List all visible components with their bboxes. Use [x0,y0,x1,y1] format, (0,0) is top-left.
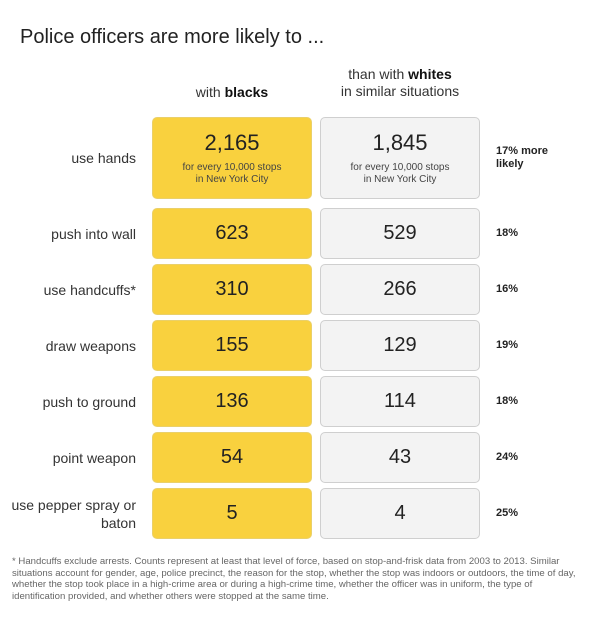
whites-value: 43 [388,446,412,468]
row-label: point weapon [52,449,136,466]
percent-difference: 25% [496,507,519,519]
blacks-value: 2,165 [204,130,260,155]
whites-value-cell: 1,845 for every 10,000 stops in New York C… [320,117,480,199]
percent-difference: 16% [496,283,519,295]
whites-value-cell: 266 [320,264,480,315]
blacks-value: 623 [215,222,249,244]
blacks-value-cell: 5 [152,488,312,539]
whites-value-cell: 529 [320,208,480,259]
blacks-value-cell: 2,165 for every 10,000 stops in New York C… [152,117,312,199]
table-row: draw weapons 155 129 19% [0,320,594,371]
row-label: push into wall [51,225,136,242]
blacks-sub-line1: for every 10,000 stops [182,162,282,173]
whites-value: 266 [383,278,417,300]
column-header-blacks: with blacks [152,84,312,101]
percent-difference: 19% [496,339,519,351]
blacks-value-cell: 155 [152,320,312,371]
footnote: * Handcuffs exclude arrests. Counts repr… [12,556,576,602]
blacks-sub-line2: in New York City [195,174,269,185]
blacks-value: 136 [215,390,249,412]
blacks-value-cell: 623 [152,208,312,259]
row-label: use hands [71,150,136,166]
whites-value: 114 [384,390,416,412]
column-header-whites-bold: whites [408,66,452,82]
row-label: use pepper spray or baton [11,496,136,531]
blacks-value: 5 [226,502,238,524]
whites-sub-line2: in New York City [363,174,437,185]
whites-value-cell: 129 [320,320,480,371]
blacks-value: 54 [220,446,244,468]
column-header-blacks-prefix: with [195,84,225,100]
blacks-value: 310 [215,278,249,300]
whites-value: 4 [394,502,406,524]
table-row: use handcuffs* 310 266 16% [0,264,594,315]
whites-value-cell: 4 [320,488,480,539]
row-label: draw weapons [45,337,136,354]
whites-value-cell: 114 [320,376,480,427]
table-row: use pepper spray or baton 5 4 25% [0,488,594,539]
blacks-value-cell: 136 [152,376,312,427]
column-header-whites: than with whites in similar situations [320,66,480,100]
blacks-value-cell: 310 [152,264,312,315]
percent-difference: 18% [496,227,519,239]
chart-title: Police officers are more likely to ... [20,26,325,48]
whites-value: 129 [383,334,417,356]
column-header-whites-line2: in similar situations [340,83,460,99]
percent-difference: 24% [496,451,519,463]
whites-value: 529 [383,222,417,244]
row-label: use handcuffs* [43,281,136,298]
column-header-blacks-bold: blacks [224,84,269,100]
table-row: use hands 2,165 for every 10,000 stops in N… [0,117,594,199]
row-label: push to ground [42,393,136,410]
blacks-value: 155 [215,334,249,356]
table-row: push to ground 136 114 18% [0,376,594,427]
table-row: push into wall 623 529 18% [0,208,594,259]
percent-difference: 17% more likely [496,145,548,170]
column-header-whites-prefix: than with [348,66,409,82]
column-header-whites-line1: than with whites [320,66,480,83]
table-row: point weapon 54 43 24% [0,432,594,483]
whites-sub-line1: for every 10,000 stops [350,162,450,173]
whites-value-cell: 43 [320,432,480,483]
whites-value: 1,845 [372,130,428,155]
percent-difference: 18% [496,395,519,407]
blacks-value-cell: 54 [152,432,312,483]
